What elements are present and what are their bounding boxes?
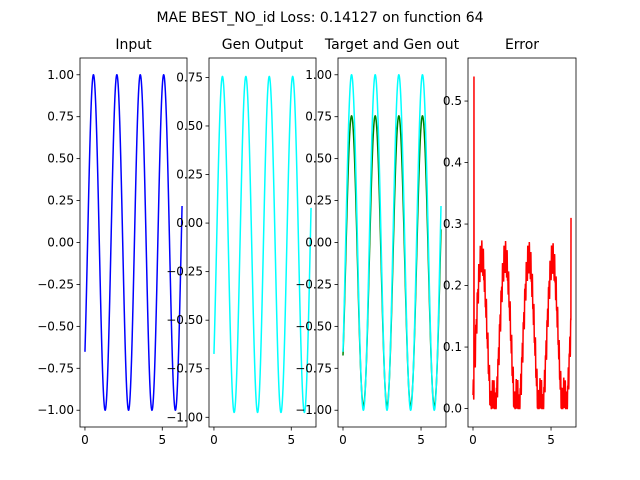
subplot-1: Input −1.00 −0.75 −0.50 −0.25 0.00 0.25 0.50 0.7…	[37, 37, 188, 447]
subplot-title: Gen Output	[222, 37, 304, 53]
figure-suptitle: MAE BEST_NO_id Loss: 0.14127 on function…	[156, 10, 483, 26]
y-tick-label: 1.00	[47, 68, 74, 82]
y-tick-label: 0.50	[47, 152, 74, 166]
x-tick-label: 0	[210, 433, 218, 447]
y-tick-label: −0.50	[166, 313, 203, 327]
y-tick-label: 0.25	[305, 194, 332, 208]
subplot-3: Target and Gen out −1.00 −0.75 −0.50 −0.25 0.…	[295, 37, 459, 447]
x-tick-label: 5	[417, 433, 425, 447]
y-tick-label: 0.75	[47, 110, 74, 124]
y-tick-label: 0.25	[176, 168, 203, 182]
x-tick-label: 0	[81, 433, 89, 447]
y-tick-label: −0.25	[295, 277, 332, 291]
series-line	[84, 73, 183, 412]
subplot-4: Error 0.0 0.1 0.2 0.3 0.4 0.5 0 5	[443, 37, 577, 447]
y-tick-label: −0.75	[166, 362, 203, 376]
x-tick-label: 5	[158, 433, 166, 447]
y-tick-label: 0.00	[47, 236, 74, 250]
subplot-title: Target and Gen out	[324, 37, 460, 53]
x-tick-label: 5	[287, 433, 295, 447]
y-tick-label: 0.75	[305, 110, 332, 124]
y-tick-label: 0.00	[176, 216, 203, 230]
y-tick-label: 0.75	[176, 70, 203, 84]
y-tick-label: −0.25	[166, 265, 203, 279]
y-tick-label: 0.1	[443, 340, 462, 354]
y-tick-label: 0.2	[443, 279, 462, 293]
y-tick-label: −1.00	[37, 403, 74, 417]
y-tick-label: −0.25	[37, 277, 74, 291]
series-line	[342, 73, 442, 412]
subplot-title: Error	[505, 37, 539, 53]
subplot-title: Input	[115, 37, 152, 53]
series-line	[213, 75, 312, 414]
y-tick-label: 0.4	[443, 156, 462, 170]
y-tick-label: −1.00	[295, 403, 332, 417]
y-tick-label: −0.50	[295, 319, 332, 333]
y-tick-label: 0.3	[443, 217, 462, 231]
x-tick-label: 5	[547, 433, 555, 447]
y-tick-label: 0.0	[443, 402, 462, 416]
y-tick-label: 0.00	[305, 236, 332, 250]
y-tick-label: −0.50	[37, 319, 74, 333]
y-tick-label: −0.75	[37, 361, 74, 375]
x-tick-label: 0	[469, 433, 477, 447]
y-tick-label: −1.00	[166, 410, 203, 424]
subplot-grid: Input−1.00−0.75−0.50−0.250.000.250.500.7…	[37, 37, 577, 447]
series-line	[472, 76, 572, 410]
y-tick-label: 0.25	[47, 194, 74, 208]
subplot-2: Gen Output −1.00 −0.75 −0.50 −0.25 0.00 0.25 0.…	[166, 37, 317, 447]
y-tick-label: 0.5	[443, 94, 462, 108]
y-tick-label: 0.50	[176, 119, 203, 133]
y-tick-label: −0.75	[295, 361, 332, 375]
y-tick-label: 1.00	[305, 68, 332, 82]
x-tick-label: 0	[339, 433, 347, 447]
y-tick-label: 0.50	[305, 152, 332, 166]
